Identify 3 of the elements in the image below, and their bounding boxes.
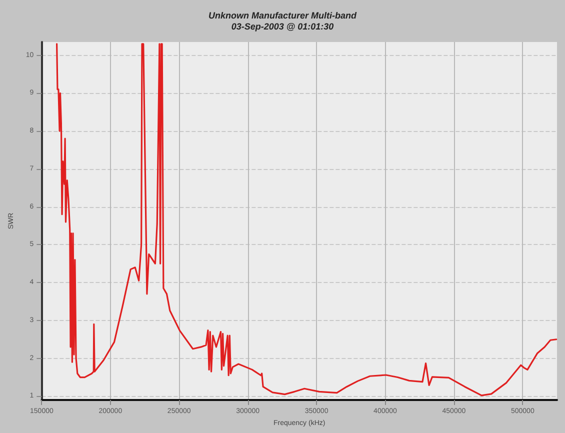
chart-subtitle: 03-Sep-2003 @ 01:01:30 — [231, 22, 334, 32]
chart-title: Unknown Manufacturer Multi-band — [208, 10, 357, 20]
line-series — [56, 43, 558, 396]
